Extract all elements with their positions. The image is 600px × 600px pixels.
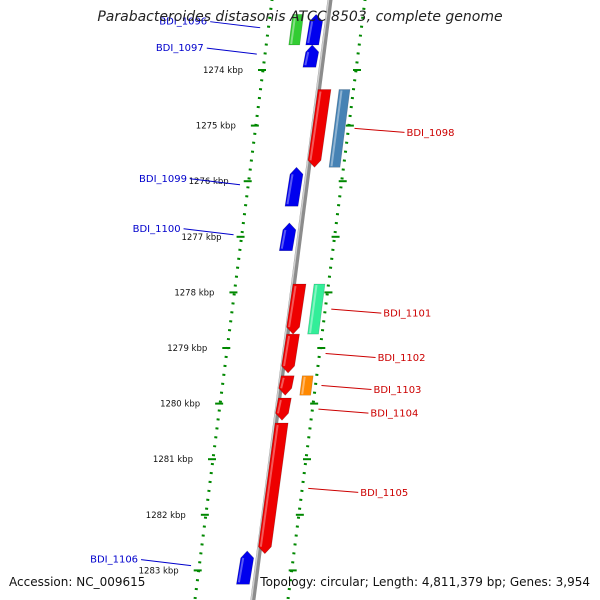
gene-bdi-1105-sheen [259, 424, 279, 547]
accession-label: Accession: [9, 575, 73, 589]
gene-bdi-1099-arrow [284, 166, 304, 207]
gene-bdi-1098-cog-box [328, 89, 351, 168]
gene-bdi-1096-cog-sheen [290, 15, 297, 45]
ruler-tick-label: 1277 kbp [182, 233, 222, 243]
gene-bdi-1098-label: BDI_1098 [407, 128, 455, 139]
gene-bdi-1103-sheen [280, 377, 285, 389]
ruler-tick-label: 1283 kbp [139, 566, 179, 576]
gene-bdi-1106-sheen [237, 557, 245, 583]
gene-bdi-1105-arrow [258, 422, 289, 555]
genes-value: 3,954 [555, 575, 590, 589]
accession-info: Accession: NC_009615 [9, 575, 145, 589]
gene-bdi-1097-sheen [304, 51, 310, 66]
gene-bdi-1098-leader [354, 127, 405, 133]
genome-title: Parabacteroides distasonis ATCC 8503, co… [97, 9, 503, 25]
ruler-tick-label: 1279 kbp [167, 344, 207, 354]
gene-bdi-1101-leader [331, 308, 382, 314]
gene-bdi-1102-arrow [281, 333, 300, 374]
gene-bdi-1097-label: BDI_1097 [156, 43, 204, 54]
gene-bdi-1101-arrow [286, 283, 307, 335]
gene-bdi-1106-label: BDI_1106 [90, 555, 138, 566]
gene-bdi-1102-label: BDI_1102 [378, 353, 426, 364]
genes-label: Genes: [509, 575, 552, 589]
gene-bdi-1104-leader [318, 408, 369, 414]
length-label: Length: [372, 575, 419, 589]
ruler-tick-label: 1280 kbp [160, 400, 200, 410]
genome-backbone-highlight [250, 0, 330, 600]
ruler-tick-label: 1278 kbp [174, 288, 214, 298]
gene-bdi-1099-leader [189, 178, 241, 186]
gene-bdi-1101-cog-sheen [309, 284, 318, 334]
gene-bdi-1105-label: BDI_1105 [360, 488, 408, 499]
ruler-tick-label: 1275 kbp [196, 122, 236, 132]
ruler-tick-label: 1276 kbp [189, 177, 229, 187]
gene-bdi-1100-label: BDI_1100 [133, 224, 181, 235]
gene-bdi-1106-leader [141, 559, 192, 567]
gene-bdi-1101-cog-box [307, 283, 326, 335]
gene-labels: BDI_1096 BDI_1097 BDI_1098 BDI_1099 BDI_1100… [90, 17, 455, 567]
ruler-line-left [193, 0, 274, 600]
gene-bdi-1097-arrow [302, 44, 320, 68]
length-value: 4,811,379 bp [421, 575, 502, 589]
gene-bdi-1106-arrow [236, 550, 255, 585]
gene-bdi-1100-sheen [280, 229, 287, 249]
ruler-tick-label: 1274 kbp [203, 66, 243, 76]
ruler-tick-label: 1282 kbp [146, 511, 186, 521]
gene-bdi-1096-cog-box [288, 14, 304, 46]
gene-bdi-1098-cog-sheen [330, 90, 343, 167]
gene-bdi-1099-sheen [286, 174, 294, 205]
gene-bdi-1099-label: BDI_1099 [139, 174, 187, 185]
gene-bdi-1102-sheen [283, 335, 291, 367]
gene-bdi-1097-leader [206, 47, 257, 55]
gene-bdi-1098-arrow [307, 89, 332, 168]
accession-value: NC_009615 [76, 575, 146, 589]
topology-label: Topology: [260, 575, 317, 589]
ruler-ticks: 1274 kbp 1275 kbp 1276 kbp 1277 kbp 1278 kbp… [139, 66, 362, 576]
genome-summary: Topology: circular; Length: 4,811,379 bp… [260, 575, 590, 589]
gene-bdi-1104-sheen [277, 399, 282, 414]
gene-bdi-1103-leader [321, 385, 372, 391]
gene-bdi-1103-arrow [278, 375, 295, 396]
gene-bdi-1100-leader [183, 228, 234, 236]
gene-bdi-1098-sheen [309, 91, 322, 161]
gene-bdi-1103-label: BDI_1103 [373, 385, 421, 396]
gene-bdi-1096-label: BDI_1096 [159, 17, 207, 28]
gene-bdi-1103-cog-sheen [301, 376, 306, 395]
gene-bdi-1104-arrow [275, 397, 292, 421]
topology-value: circular [320, 575, 365, 589]
gene-bdi-1096-leader [210, 21, 261, 29]
gene-bdi-1102-leader [325, 353, 376, 359]
gene-bdi-1096-sheen [307, 21, 314, 44]
gene-bdi-1100-arrow [278, 222, 297, 251]
gene-bdi-1104-label: BDI_1104 [370, 409, 418, 420]
gene-bdi-1103-cog-box [299, 375, 314, 396]
gene-features [236, 13, 351, 585]
gene-bdi-1101-sheen [288, 285, 297, 328]
gene-bdi-1105-leader [308, 487, 359, 493]
gene-bdi-1101-label: BDI_1101 [383, 309, 431, 320]
ruler-tick-label: 1281 kbp [153, 455, 193, 465]
